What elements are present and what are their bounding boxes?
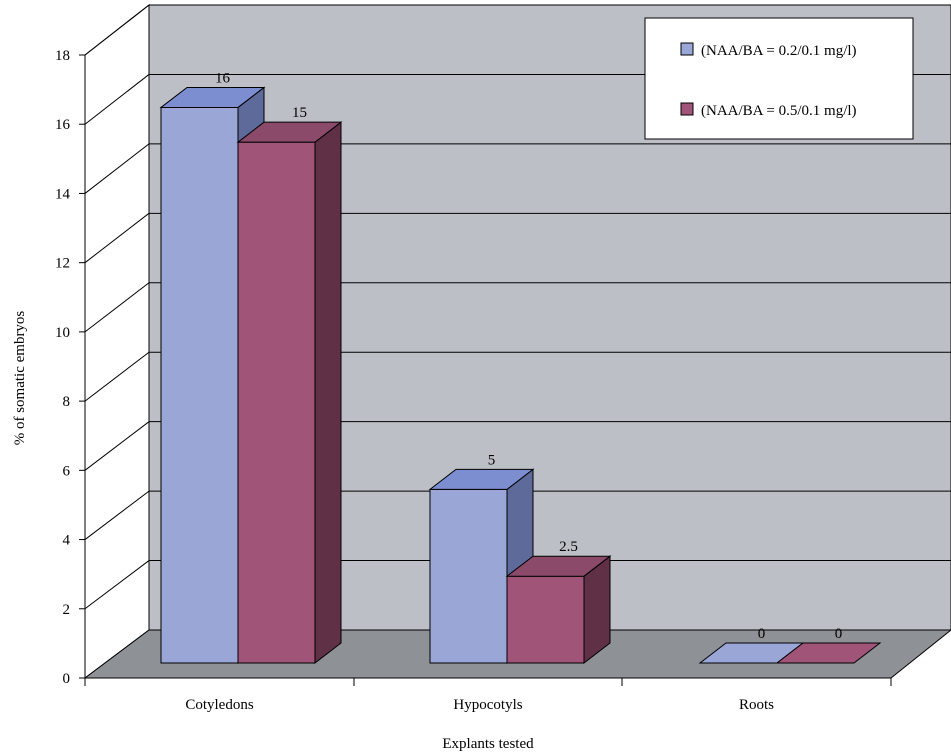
data-label: 0	[835, 626, 843, 642]
data-label: 2.5	[559, 539, 578, 555]
y-tick-label: 18	[55, 48, 70, 64]
x-tick-label: Roots	[739, 697, 774, 713]
gridline-diagonal	[84, 4, 150, 56]
bar	[236, 121, 343, 665]
y-axis: 0 2 4 6 8 10 12 14 16 18	[55, 48, 86, 687]
gridline-diagonal	[84, 212, 150, 264]
y-tick-label: 0	[63, 671, 71, 687]
gridline-diagonal	[84, 282, 150, 333]
legend-label-series-1: (NAA/BA = 0.2/0.1 mg/l)	[701, 43, 857, 59]
bars	[159, 86, 882, 665]
gridline-diagonal	[84, 421, 150, 471]
data-labels: 16 15 5 2.5 0 0	[215, 70, 842, 642]
legend-label-series-2: (NAA/BA = 0.5/0.1 mg/l)	[701, 103, 857, 119]
y-tick-label: 2	[63, 602, 71, 618]
gridline-diagonal	[84, 74, 150, 125]
bar-front	[506, 575, 585, 664]
data-label: 0	[758, 626, 766, 642]
gridline-diagonal	[84, 351, 150, 402]
x-axis-title: Explants tested	[442, 736, 534, 752]
y-tick-label: 4	[63, 533, 71, 549]
legend-swatch-series-2	[680, 102, 694, 116]
bar-top	[236, 121, 343, 143]
x-axis: Cotyledons Hypocotyls Roots	[84, 677, 892, 713]
y-axis-title: % of somatic embryos	[12, 311, 28, 446]
chart-side-wall	[84, 3, 150, 679]
bar	[505, 555, 612, 665]
bar-front	[237, 141, 316, 664]
y-tick-label: 16	[55, 117, 71, 133]
bar-top	[775, 642, 882, 664]
data-label: 16	[215, 70, 231, 86]
gridline-diagonal	[84, 490, 150, 540]
bar-top	[159, 86, 266, 108]
y-tick-label: 12	[55, 256, 70, 272]
y-tick-label: 6	[63, 463, 71, 479]
legend: (NAA/BA = 0.2/0.1 mg/l) (NAA/BA = 0.5/0.…	[644, 17, 914, 140]
bar-top	[428, 468, 535, 490]
bar-front	[429, 488, 508, 664]
y-tick-label: 8	[63, 394, 71, 410]
legend-box	[644, 17, 914, 140]
y-tick-label: 10	[55, 325, 70, 341]
y-tick-label: 14	[55, 186, 71, 202]
data-label: 5	[488, 452, 496, 468]
x-tick-label: Cotyledons	[185, 697, 253, 713]
x-tick-label: Hypocotyls	[453, 697, 522, 713]
bar-side	[314, 121, 342, 665]
gridline-diagonal	[84, 143, 150, 194]
bar-top	[505, 555, 612, 577]
bar-front	[160, 106, 239, 664]
data-label: 15	[292, 105, 307, 121]
gridline-diagonal	[84, 560, 150, 610]
legend-swatch-series-1	[680, 42, 694, 56]
bar	[775, 642, 882, 664]
